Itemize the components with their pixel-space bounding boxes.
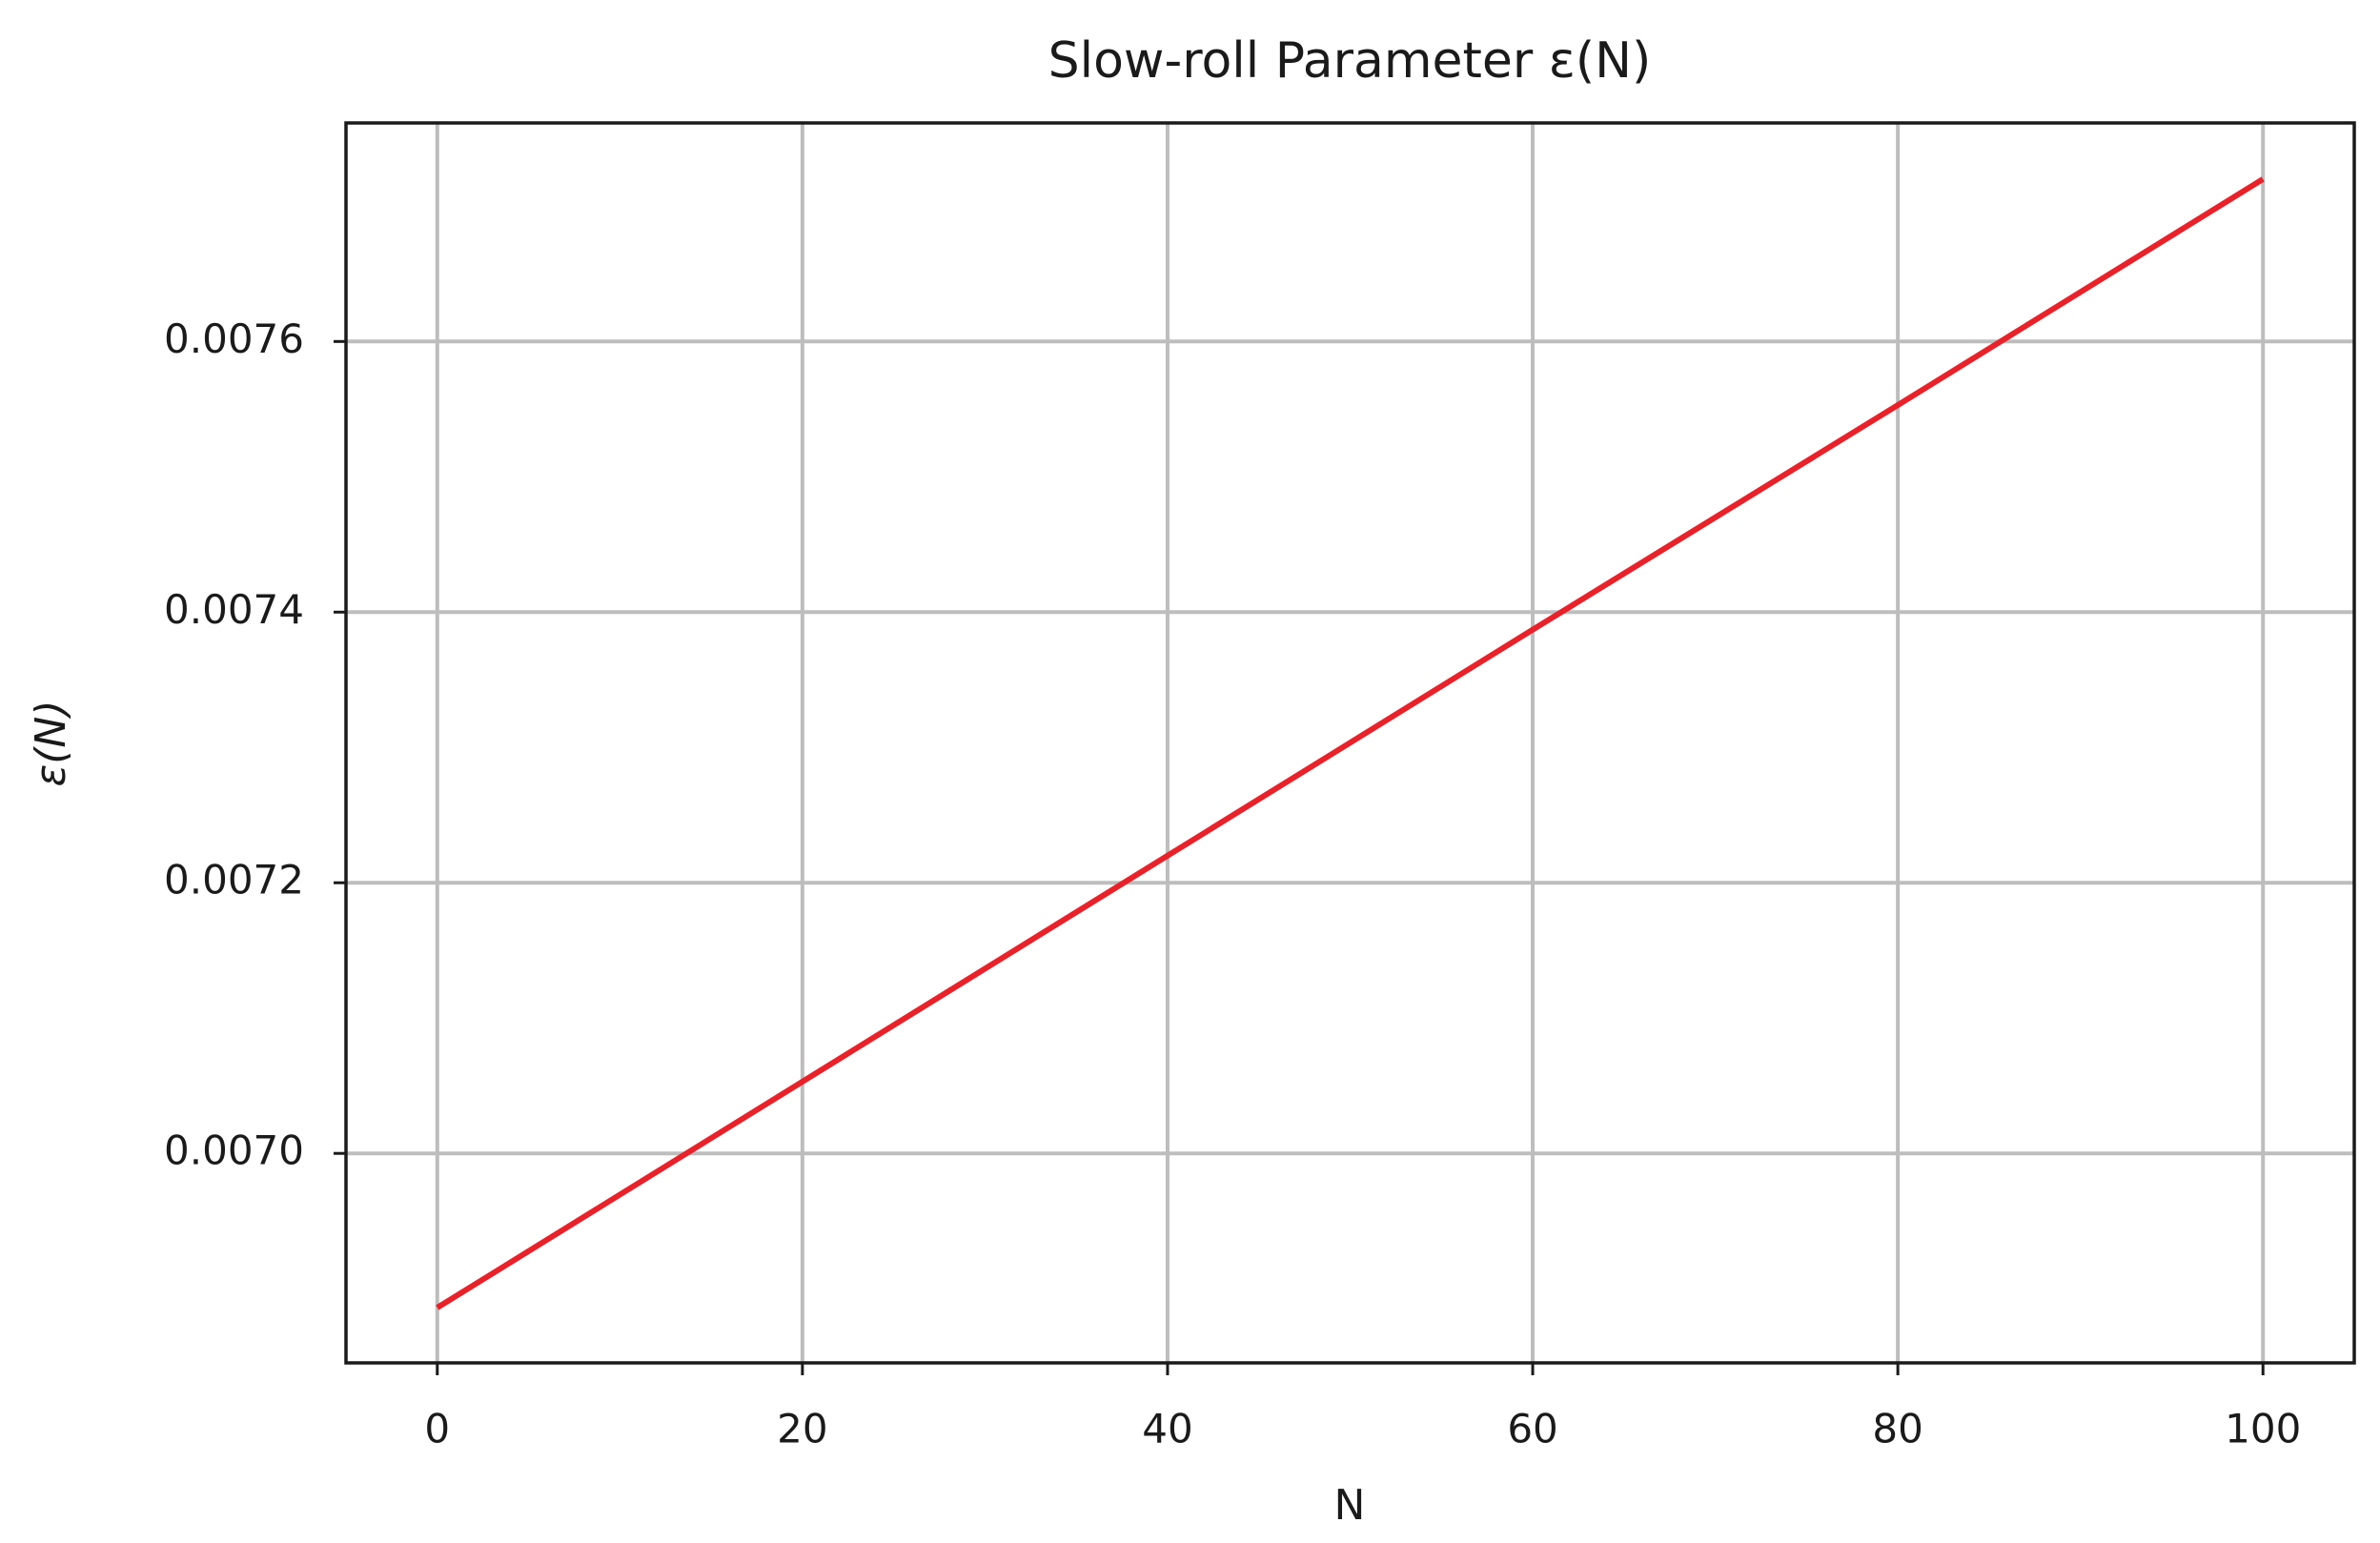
- x-tick-label: 60: [1507, 1406, 1557, 1452]
- x-tick-label: 80: [1872, 1406, 1922, 1452]
- y-axis-label: ε(N): [27, 700, 75, 786]
- y-tick-label: 0.0074: [164, 586, 304, 633]
- x-tick-label: 100: [2225, 1406, 2301, 1452]
- x-tick-label: 20: [777, 1406, 827, 1452]
- y-tick-label: 0.0072: [164, 857, 304, 903]
- y-tick-label: 0.0076: [164, 315, 304, 362]
- x-tick-label: 40: [1142, 1406, 1192, 1452]
- plot-frame: [344, 121, 2356, 1365]
- x-axis-label: N: [1334, 1481, 1366, 1530]
- chart-title: Slow-roll Parameter ε(N): [1048, 32, 1652, 90]
- y-tick-label: 0.0070: [164, 1127, 304, 1174]
- data-line: [436, 176, 2265, 1310]
- x-tick-label: 0: [424, 1406, 450, 1452]
